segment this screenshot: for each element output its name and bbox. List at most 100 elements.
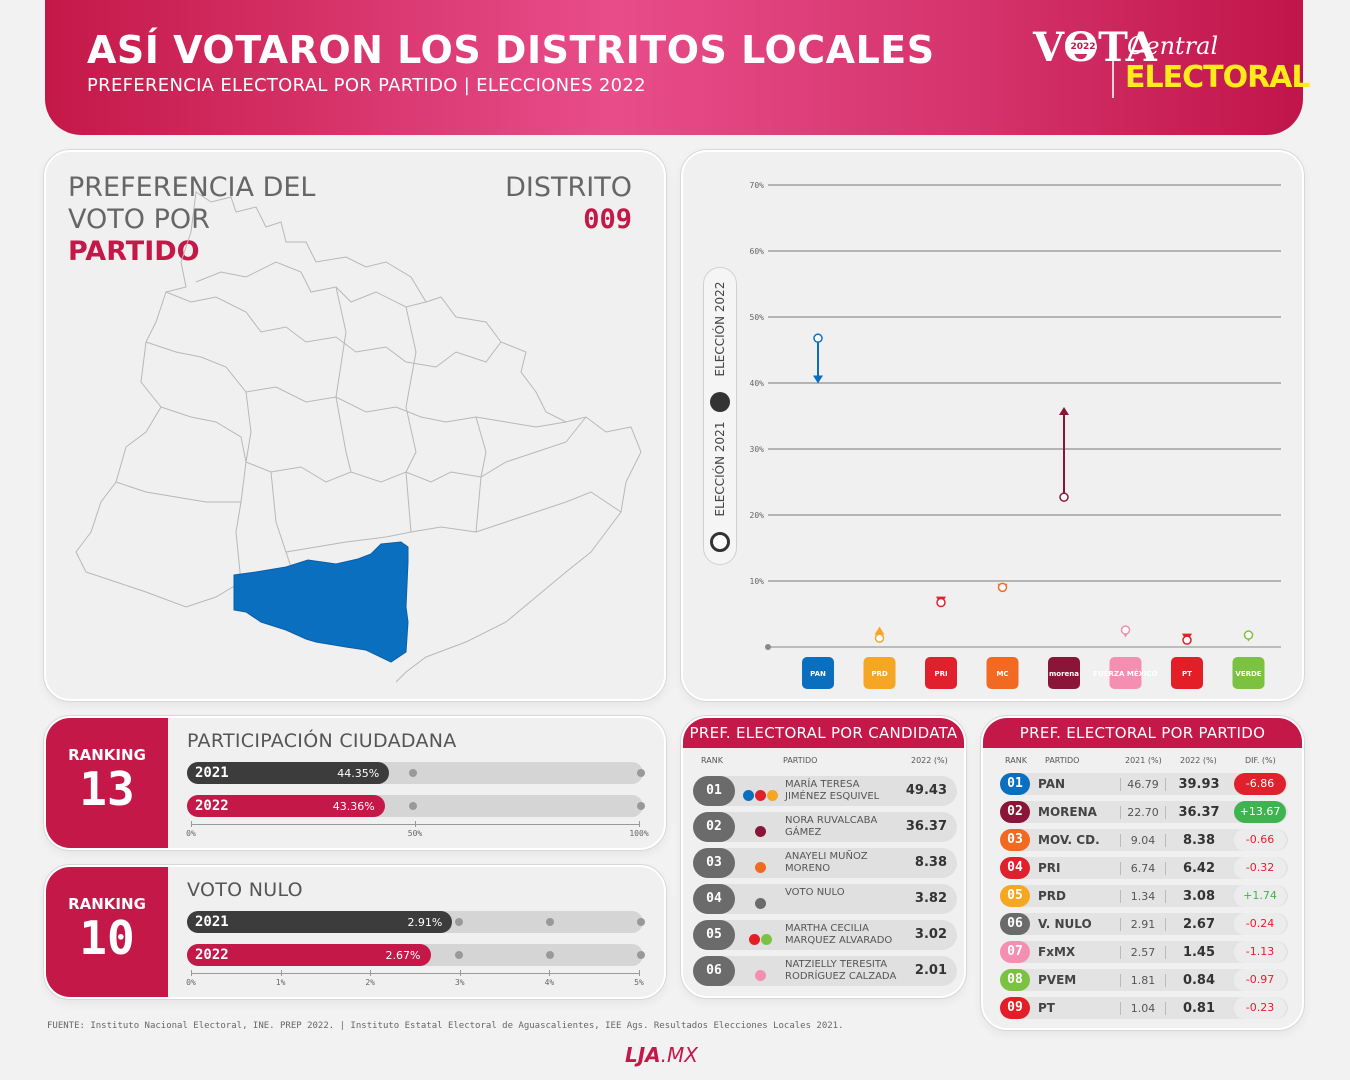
table-row: 03 ANAYELI MUÑOZ MORENO 8.38 — [693, 848, 957, 878]
axis-tick — [370, 970, 372, 976]
rank-badge: 01 — [693, 776, 735, 806]
bar-value-label: 2.91% — [407, 916, 443, 929]
table-row: 01 PAN 46.79 39.93 -6.86 — [1000, 773, 1288, 795]
axis-tick-label: 100% — [629, 829, 649, 838]
bar-track-2022: 2022 2.67% — [187, 944, 645, 966]
ranking-label: RANKING — [68, 895, 146, 913]
axis-tick — [549, 970, 551, 976]
scale-dot — [409, 769, 417, 777]
candidate-value: 36.37 — [905, 819, 947, 834]
axis-tick — [459, 970, 461, 976]
chart-card: 10% 20% 30% 40% 50% 60% 70% PAN PRD PRI MC morena FU… — [681, 150, 1304, 701]
difference-badge: +13.67 — [1234, 801, 1286, 823]
party-icon-pvem — [1232, 657, 1265, 689]
map-title-accent: PARTIDO — [68, 236, 200, 267]
map-card: PREFERENCIA DEL VOTO POR PARTIDO DISTRIT… — [44, 150, 666, 701]
col-rank: RANK — [1005, 756, 1027, 765]
axis-tick — [415, 821, 416, 827]
party-name: PT — [1038, 1001, 1055, 1015]
bar-fill-2021: 2021 44.35% — [187, 762, 390, 784]
party-color-dots — [755, 858, 767, 873]
value-2021: 1.04 — [1120, 1002, 1166, 1015]
col-value: 2022 (%) — [911, 756, 948, 765]
table-row: 05 MARTHA CECILIA MARQUEZ ALVARADO 3.02 — [693, 920, 957, 950]
party-dot — [755, 862, 766, 873]
brand-suffix: .MX — [660, 1043, 698, 1067]
party-name: PRI — [1038, 861, 1061, 875]
bar-value-label: 43.36% — [332, 800, 375, 813]
bar-track-2021: 2021 44.35% — [187, 762, 645, 784]
value-2022: 3.08 — [1182, 889, 1216, 904]
rank-badge: 06 — [693, 956, 735, 986]
participation-title: PARTICIPACIÓN CIUDADANA — [187, 730, 457, 752]
rank-badge: 03 — [1000, 829, 1030, 851]
value-2022: 2.67 — [1182, 917, 1216, 932]
party-icon-morena — [1048, 657, 1080, 689]
bar-fill-2021: 2021 2.91% — [187, 911, 453, 933]
rank-badge: 04 — [1000, 857, 1030, 879]
participation-card: RANKING 13 PARTICIPACIÓN CIUDADANA 2021 4… — [44, 716, 666, 850]
axis-tick — [280, 970, 282, 976]
candidate-value: 2.01 — [914, 963, 947, 978]
scale-dot — [409, 802, 417, 810]
party-dot — [767, 790, 778, 801]
party-dot — [755, 826, 766, 837]
arrow-head-2022 — [813, 375, 823, 384]
candidate-name: VOTO NULO — [785, 887, 845, 898]
value-2022: 6.42 — [1182, 861, 1216, 876]
party-icon-fxmx — [1109, 657, 1142, 689]
candidate-name: MARTHA CECILIA MARQUEZ ALVARADO — [785, 923, 893, 946]
value-2021: 2.91 — [1120, 918, 1166, 931]
scale-dot — [545, 918, 554, 926]
participation-ranking-box: RANKING 13 — [46, 718, 168, 848]
map-title-line2: VOTO POR — [68, 204, 210, 235]
value-2021: 1.81 — [1120, 974, 1166, 987]
candidate-name: MARÍA TERESA JIMÉNEZ ESQUIVEL — [785, 779, 880, 802]
rank-badge: 03 — [693, 848, 735, 878]
party-name: PAN — [1038, 777, 1066, 791]
party-icon-prd — [863, 657, 896, 689]
rank-badge: 02 — [1000, 801, 1030, 823]
point-2021 — [936, 597, 946, 608]
axis-tick — [639, 970, 640, 976]
party-icon-pri — [925, 657, 957, 689]
rank-badge: 07 — [1000, 941, 1030, 963]
party-dot — [743, 790, 754, 801]
district-number: 009 — [583, 204, 632, 235]
party-icon-pan — [802, 657, 834, 689]
x-axis — [191, 973, 639, 974]
legend-2022-marker — [710, 392, 730, 412]
party-name: MORENA — [1038, 805, 1097, 819]
axis-origin-dot — [765, 644, 771, 650]
bar-fill-2022: 2022 43.36% — [187, 795, 385, 817]
ranking-number: 10 — [79, 911, 135, 965]
logo-electoral-text: ELECTORAL — [1125, 60, 1311, 95]
y-tick-label: 20% — [750, 511, 765, 520]
party-color-dots — [755, 894, 767, 909]
party-icon-label: PRD — [871, 670, 888, 678]
point-2021 — [1120, 625, 1131, 635]
scale-dot — [637, 918, 645, 926]
candidate-name: ANAYELI MUÑOZ MORENO — [785, 851, 868, 874]
value-2022: 8.38 — [1182, 833, 1216, 848]
lja-logo: LJA.MX — [625, 1043, 698, 1067]
highlighted-district — [233, 541, 409, 663]
bar-year-label: 2022 — [195, 947, 229, 963]
party-color-dots — [755, 822, 767, 837]
rank-badge: 06 — [1000, 913, 1030, 935]
party-icon-label: VERDE — [1235, 670, 1261, 678]
party-icon-pt — [1171, 657, 1203, 689]
rank-badge: 05 — [693, 920, 735, 950]
table-row: 03 MOV. CD. 9.04 8.38 -0.66 — [1000, 829, 1288, 851]
party-icon-label: FUERZA MÉXICO — [1093, 669, 1157, 678]
table-row: 06 NATZIELLY TERESITA RODRÍGUEZ CALZADA 2.… — [693, 956, 957, 986]
party-icon-label: morena — [1049, 670, 1079, 678]
parties-table: PREF. ELECTORAL POR PARTIDO RANK PARTIDO… — [981, 716, 1304, 1030]
rank-badge: 05 — [1000, 885, 1030, 907]
bar-track-2021: 2021 2.91% — [187, 911, 645, 933]
table-row: 05 PRD 1.34 3.08 +1.74 — [1000, 885, 1288, 907]
axis-tick-label: 5% — [634, 978, 644, 987]
party-name: PRD — [1038, 889, 1066, 903]
y-tick-label: 50% — [750, 313, 765, 322]
axis-tick-label: 1% — [275, 978, 286, 987]
